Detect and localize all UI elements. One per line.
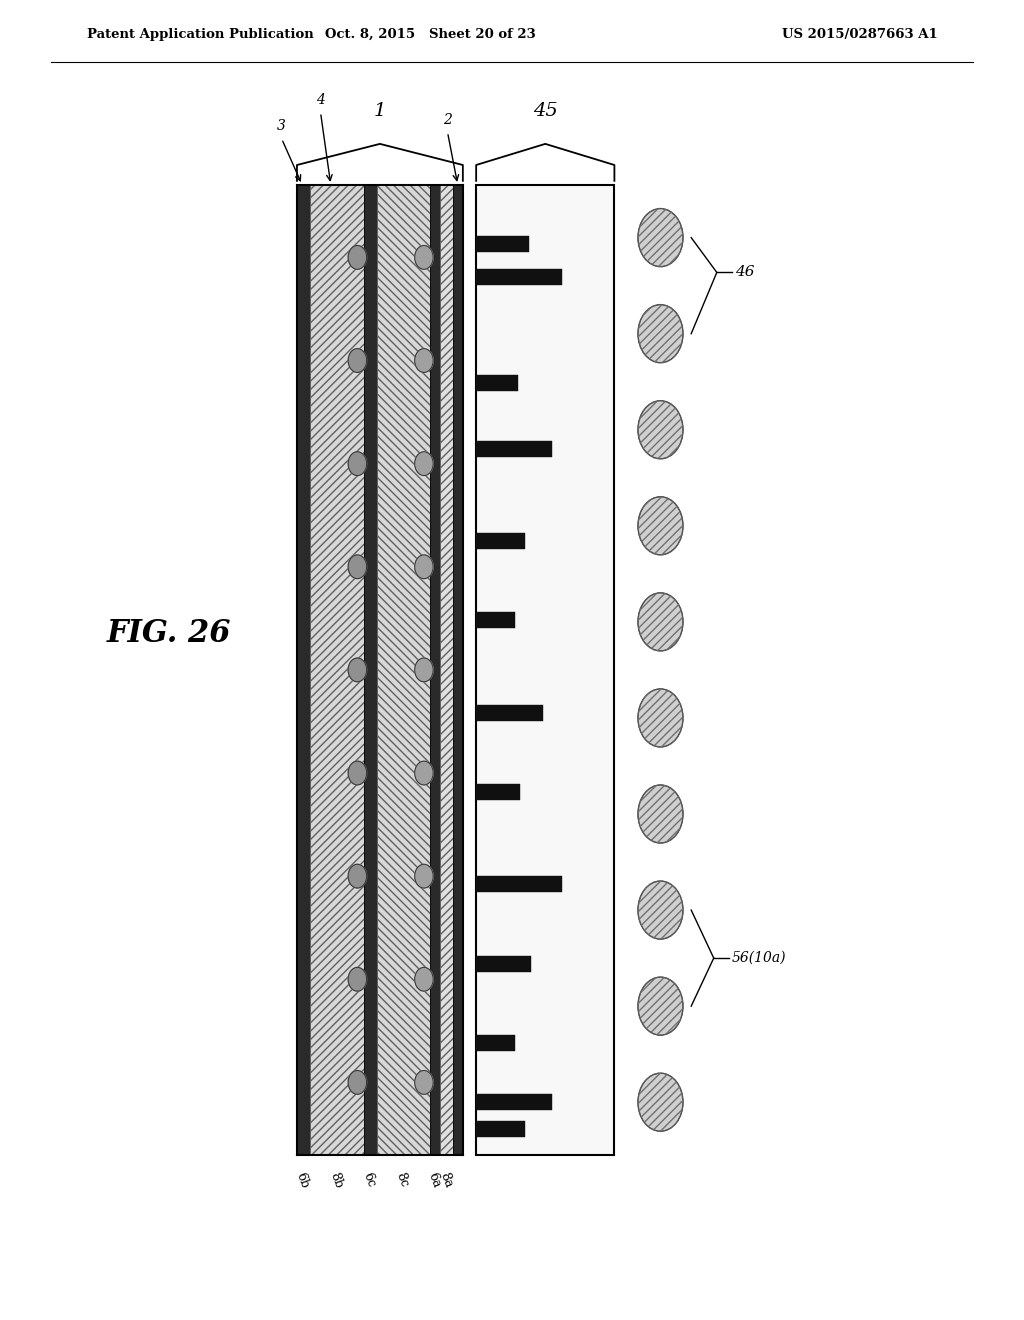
Circle shape <box>638 880 683 939</box>
Text: 8b: 8b <box>327 1171 345 1191</box>
Circle shape <box>348 451 367 475</box>
Text: 6a: 6a <box>425 1171 443 1189</box>
Text: Patent Application Publication: Patent Application Publication <box>87 28 313 41</box>
Bar <box>476 533 524 549</box>
Text: 8c: 8c <box>394 1171 411 1189</box>
Circle shape <box>348 348 367 372</box>
Circle shape <box>415 865 433 888</box>
Circle shape <box>415 657 433 681</box>
Bar <box>310 185 364 1155</box>
Circle shape <box>415 246 433 269</box>
Bar <box>476 375 518 391</box>
Bar <box>476 1094 552 1110</box>
Circle shape <box>638 496 683 554</box>
Circle shape <box>415 451 433 475</box>
Circle shape <box>638 689 683 747</box>
Circle shape <box>638 209 683 267</box>
Text: Oct. 8, 2015   Sheet 20 of 23: Oct. 8, 2015 Sheet 20 of 23 <box>325 28 536 41</box>
Text: 56(10a): 56(10a) <box>732 952 786 965</box>
Bar <box>297 185 310 1155</box>
Bar <box>476 876 562 892</box>
Bar <box>476 441 552 457</box>
Circle shape <box>348 246 367 269</box>
Text: 6c: 6c <box>360 1171 377 1189</box>
Bar <box>476 784 520 800</box>
Circle shape <box>348 657 367 681</box>
Circle shape <box>415 348 433 372</box>
Circle shape <box>415 968 433 991</box>
Bar <box>476 269 562 285</box>
Text: 2: 2 <box>443 112 452 127</box>
Text: 4: 4 <box>316 92 325 107</box>
Circle shape <box>415 554 433 578</box>
Bar <box>476 185 614 1155</box>
Circle shape <box>348 762 367 785</box>
Circle shape <box>348 865 367 888</box>
Text: 45: 45 <box>532 102 558 120</box>
Circle shape <box>415 762 433 785</box>
Text: 8a: 8a <box>437 1171 456 1189</box>
Circle shape <box>638 977 683 1035</box>
Circle shape <box>415 1071 433 1094</box>
Bar <box>476 612 515 628</box>
Bar <box>453 185 463 1155</box>
Bar <box>476 1035 515 1051</box>
Bar <box>476 1121 524 1137</box>
Text: 46: 46 <box>735 265 755 280</box>
Circle shape <box>348 554 367 578</box>
Text: 3: 3 <box>278 119 286 133</box>
Bar <box>364 185 377 1155</box>
Bar <box>377 185 430 1155</box>
Circle shape <box>638 305 683 363</box>
Bar <box>476 705 543 721</box>
Bar <box>476 956 531 972</box>
Circle shape <box>638 401 683 459</box>
Circle shape <box>348 968 367 991</box>
Circle shape <box>638 785 683 843</box>
Bar <box>440 185 453 1155</box>
Text: 6b: 6b <box>293 1171 311 1191</box>
Bar <box>476 236 528 252</box>
Text: US 2015/0287663 A1: US 2015/0287663 A1 <box>782 28 938 41</box>
Text: 1: 1 <box>374 102 386 120</box>
Circle shape <box>638 593 683 651</box>
Circle shape <box>638 1073 683 1131</box>
Bar <box>430 185 440 1155</box>
Text: FIG. 26: FIG. 26 <box>106 618 231 649</box>
Circle shape <box>348 1071 367 1094</box>
